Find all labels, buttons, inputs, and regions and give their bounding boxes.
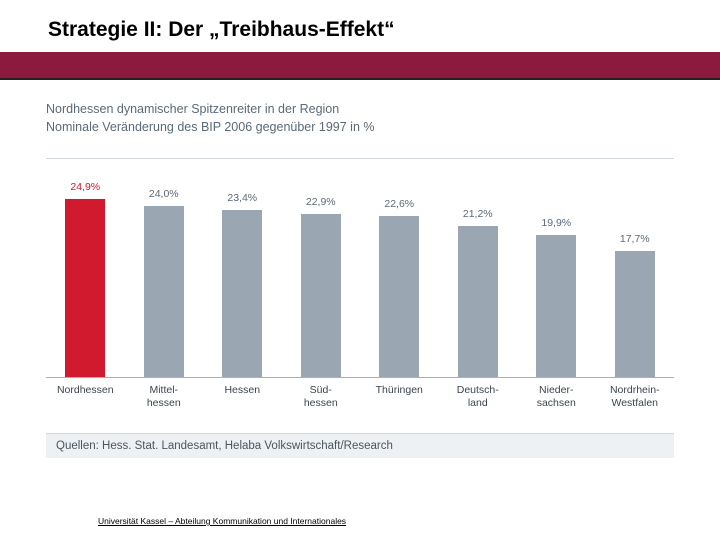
chart-subtitle: Nordhessen dynamischer Spitzenreiter in …	[46, 100, 674, 136]
bar-value-label: 24,0%	[149, 188, 179, 200]
bar-column: 24,9%	[46, 181, 125, 377]
bar-column: 22,6%	[360, 198, 439, 378]
slide-title: Strategie II: Der „Treibhaus-Effekt“	[0, 0, 720, 52]
bar	[615, 251, 655, 378]
bar-value-label: 19,9%	[541, 217, 571, 229]
sources-text: Quellen: Hess. Stat. Landesamt, Helaba V…	[46, 433, 674, 458]
chart-container: Nordhessen dynamischer Spitzenreiter in …	[0, 80, 720, 419]
bar-value-label: 22,6%	[384, 198, 414, 210]
subtitle-line-1: Nordhessen dynamischer Spitzenreiter in …	[46, 100, 674, 118]
footer-content: Universität Kassel – Abteilung Kommunika…	[98, 516, 346, 526]
bar-value-label: 22,9%	[306, 196, 336, 208]
x-axis-label: Süd- hessen	[282, 384, 361, 410]
bar	[536, 235, 576, 377]
bar-column: 21,2%	[439, 208, 518, 378]
subtitle-line-2: Nominale Veränderung des BIP 2006 gegenü…	[46, 118, 674, 136]
x-axis-label: Nordrhein- Westfalen	[596, 384, 675, 410]
bar	[65, 199, 105, 377]
bar-column: 23,4%	[203, 192, 282, 377]
bar	[458, 226, 498, 378]
bar	[222, 210, 262, 377]
x-axis-label: Hessen	[203, 384, 282, 410]
bar-column: 22,9%	[282, 196, 361, 378]
bar-column: 24,0%	[125, 188, 204, 378]
x-axis-label: Mittel- hessen	[125, 384, 204, 410]
x-axis-label: Thüringen	[360, 384, 439, 410]
x-axis-labels: NordhessenMittel- hessenHessenSüd- hesse…	[46, 384, 674, 410]
bar-value-label: 21,2%	[463, 208, 493, 220]
bar	[144, 206, 184, 378]
x-axis-label: Deutsch- land	[439, 384, 518, 410]
bar	[301, 214, 341, 378]
chart-plot-area: 24,9% 24,0% 23,4% 22,9% 22,6% 21,2% 19,9% 17,7%	[46, 158, 674, 378]
x-axis-label: Nieder- sachsen	[517, 384, 596, 410]
bar	[379, 216, 419, 378]
bar-value-label: 23,4%	[227, 192, 257, 204]
bar-column: 17,7%	[596, 233, 675, 378]
header-band	[0, 52, 720, 80]
footer-text: Universität Kassel – Abteilung Kommunika…	[98, 516, 346, 526]
bar-value-label: 24,9%	[70, 181, 100, 193]
bars-row: 24,9% 24,0% 23,4% 22,9% 22,6% 21,2% 19,9% 17,7%	[46, 180, 674, 378]
bar-value-label: 17,7%	[620, 233, 650, 245]
bar-column: 19,9%	[517, 217, 596, 377]
x-axis-label: Nordhessen	[46, 384, 125, 410]
